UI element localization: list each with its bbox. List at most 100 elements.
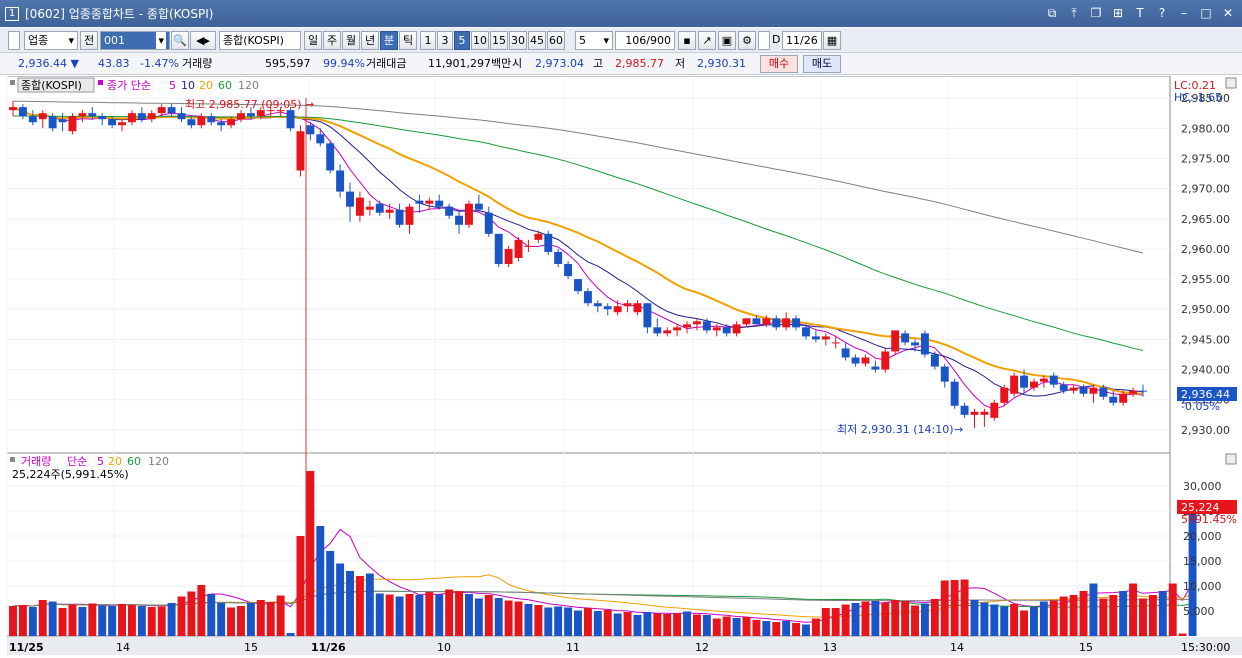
save-icon[interactable]: ⊞	[1112, 6, 1124, 20]
link-icon[interactable]: ⧉	[1047, 6, 1057, 20]
candle-body	[643, 303, 652, 328]
candle-body	[673, 327, 682, 331]
maximize-icon[interactable]: □	[1200, 6, 1212, 20]
range-field: 106/900	[615, 31, 675, 50]
minimize-icon[interactable]: –	[1181, 6, 1187, 20]
close-icon[interactable]: ✕	[1222, 6, 1234, 20]
legend-name-box	[17, 77, 95, 93]
count-select[interactable]: 5 ▾	[575, 31, 613, 50]
period-button-4[interactable]: 분	[380, 31, 398, 50]
sound-icon[interactable]: ◀▸	[190, 31, 216, 50]
buy-button[interactable]: 매수	[760, 55, 798, 73]
price-y-tick: 2,930.00	[1181, 424, 1230, 437]
candle-body	[871, 366, 880, 370]
legend-ma-icon	[98, 80, 103, 85]
settings-icon[interactable]: ⚙	[738, 31, 756, 50]
volume-bar	[474, 598, 483, 636]
period-button-5[interactable]: 틱	[399, 31, 417, 50]
search-icon[interactable]: 🔍	[171, 31, 189, 50]
volume-bar	[792, 623, 801, 636]
candle-body	[38, 113, 47, 120]
copy-icon[interactable]: ❐	[1090, 6, 1102, 20]
interval-button-5[interactable]: 5	[454, 31, 470, 50]
save-chart-icon[interactable]: ▣	[718, 31, 736, 50]
volume-bar	[296, 536, 305, 636]
legend-square-icon	[10, 80, 15, 85]
price-y-tick: 2,940.00	[1181, 364, 1230, 377]
volume-bar	[871, 601, 880, 636]
help-icon[interactable]: ?	[1158, 6, 1166, 20]
volume-bar	[504, 600, 513, 636]
grid-icon[interactable]	[8, 31, 20, 50]
candle-body	[336, 170, 345, 192]
volume-bar	[1129, 583, 1138, 636]
period-button-0[interactable]: 일	[304, 31, 322, 50]
volume-bar	[58, 608, 67, 636]
period-button-3[interactable]: 년	[361, 31, 379, 50]
vol-legend-ma-120: 120	[148, 455, 169, 468]
volume-bar	[742, 617, 751, 636]
candle-body	[355, 197, 364, 216]
candle-body	[445, 206, 454, 216]
volume-y-tick: 30,000	[1183, 480, 1222, 493]
current-price-box	[1177, 387, 1237, 401]
date-checkbox[interactable]	[758, 31, 770, 50]
interval-button-45[interactable]: 45	[528, 31, 546, 50]
volume-bar	[901, 601, 910, 636]
candle-body	[306, 125, 315, 135]
change-value: 43.83	[98, 57, 130, 70]
font-icon[interactable]: T	[1136, 6, 1144, 20]
candle-body	[365, 206, 374, 210]
period-button-1[interactable]: 주	[323, 31, 341, 50]
interval-button-1[interactable]: 1	[420, 31, 436, 50]
candle-body	[534, 233, 543, 240]
volume-bar	[177, 596, 186, 636]
prev-button[interactable]: 전	[80, 31, 98, 50]
interval-button-30[interactable]: 30	[509, 31, 527, 50]
candle-body	[782, 318, 791, 328]
volume-bar	[514, 601, 523, 636]
trend-icon[interactable]: ↗	[698, 31, 716, 50]
code-input[interactable]: 001 ▾	[100, 31, 170, 50]
volume-bar	[88, 603, 97, 636]
period-button-2[interactable]: 월	[342, 31, 360, 50]
price-y-tick: 2,970.00	[1181, 183, 1230, 196]
vol-legend-ma-label: 단순	[67, 455, 87, 468]
volume-bar	[752, 620, 761, 636]
market-select[interactable]: 업종 ▾	[24, 31, 78, 50]
candle-body	[237, 113, 245, 120]
x-tick-label: 15	[1079, 641, 1093, 654]
candle-body	[802, 327, 810, 337]
legend-ma-60: 60	[218, 79, 232, 92]
candle-body	[494, 233, 503, 264]
volume-bar	[851, 603, 860, 636]
volume-bar	[960, 579, 969, 636]
interval-button-10[interactable]: 10	[471, 31, 489, 50]
volume-bar	[702, 615, 711, 636]
legend-ma-120: 120	[238, 79, 259, 92]
price-volume-chart[interactable]: 2,985.00 2,980.00 2,975.00 2,970.00 2,965.00…	[0, 75, 1242, 655]
price-panel-menu-icon[interactable]	[1225, 77, 1237, 89]
volume-bar	[732, 618, 741, 636]
candle-body	[316, 134, 325, 144]
sell-button[interactable]: 매도	[803, 55, 841, 73]
volume-bar	[266, 602, 275, 636]
volume-bar	[405, 594, 414, 636]
current-price: 2,936.44 ▼	[18, 57, 79, 70]
volume-bar	[365, 573, 374, 636]
indicator-icon[interactable]: ▪	[678, 31, 696, 50]
volume-bar	[524, 604, 533, 636]
candle-body	[1059, 384, 1068, 391]
volume-bar	[603, 610, 612, 636]
candle-body	[891, 330, 900, 352]
vol-panel-menu-icon[interactable]	[1225, 453, 1237, 465]
chart-area[interactable]: 2,985.00 2,980.00 2,975.00 2,970.00 2,965.00…	[0, 75, 1242, 655]
interval-button-3[interactable]: 3	[437, 31, 453, 50]
date-input[interactable]: 11/26	[782, 31, 822, 50]
pin-icon[interactable]: ⤒	[1071, 6, 1077, 20]
interval-button-15[interactable]: 15	[490, 31, 508, 50]
interval-button-60[interactable]: 60	[547, 31, 565, 50]
volume-bar	[534, 605, 543, 636]
calendar-icon[interactable]: ▦	[823, 31, 841, 50]
volume-bar	[68, 604, 77, 636]
